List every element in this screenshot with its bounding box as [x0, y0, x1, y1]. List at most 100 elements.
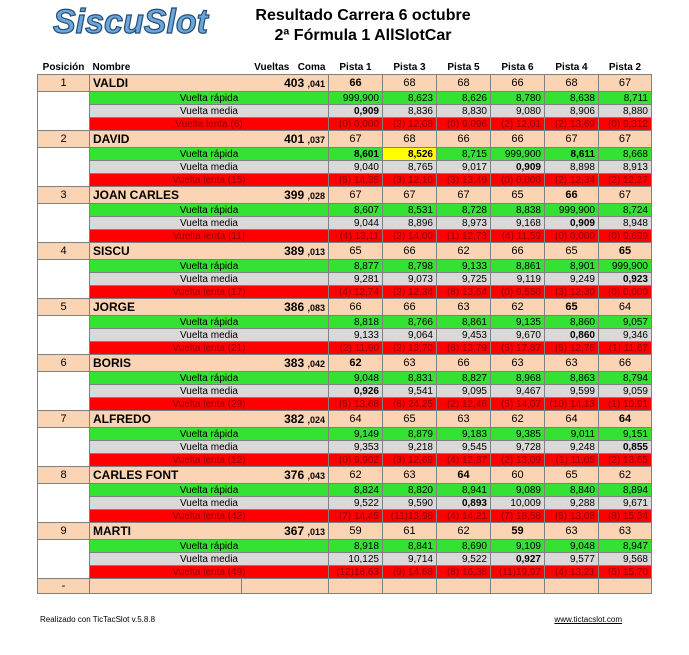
fast-lap-row: Vuelta rápida 8,607 8,531 8,728 8,838 999,900… [37, 203, 652, 217]
track-laps-cell: 63 [382, 466, 437, 484]
track-laps-cell: 62 [436, 522, 491, 540]
slow-lap-value: (2) 13,65 [598, 453, 652, 467]
average-lap-label: Vuelta media [89, 216, 329, 230]
siscuslot-logo: SiscuSlot [52, 2, 210, 38]
average-lap-value: 9,218 [382, 440, 437, 454]
average-lap-row: Vuelta media 9,044 8,896 8,973 9,168 0,909 8,9… [37, 216, 652, 230]
driver-row: 3 JOAN CARLES 399 ,028 67 67 67 65 66 67 [37, 186, 652, 204]
average-lap-row: Vuelta media 9,353 9,218 9,545 9,728 9,248 0,8… [37, 440, 652, 454]
average-lap-value: 9,040 [328, 160, 383, 174]
driver-row: 7 ALFREDO 382 ,024 64 65 63 62 64 64 [37, 410, 652, 428]
footer-website-link[interactable]: www.tictacslot.com [554, 615, 622, 624]
fast-lap-row: Vuelta rápida 9,149 8,879 9,183 9,385 9,011 9,… [37, 427, 652, 441]
track-laps-cell: 66 [436, 130, 491, 148]
coma-value: ,083 [307, 303, 325, 313]
average-lap-value: 9,725 [436, 272, 491, 286]
blank-cell [37, 285, 90, 299]
slow-lap-count: (42) [227, 510, 246, 522]
blank-cell [37, 160, 90, 174]
slow-lap-label: Vuelta lenta [172, 174, 225, 186]
slow-lap-value: (3) 12,10 [382, 173, 437, 187]
track-laps-cell: 64 [598, 298, 652, 316]
header-track: Pista 5 [447, 61, 480, 73]
position-cell: 6 [37, 354, 90, 372]
laps-value: 386 [284, 300, 305, 314]
fast-lap-value: 8,841 [382, 539, 437, 553]
fast-lap-value: 8,728 [436, 203, 491, 217]
slow-lap-value: (4) 11,59 [490, 229, 545, 243]
average-lap-row: Vuelta media 0,926 9,541 9,095 9,467 9,599 9,0… [37, 384, 652, 398]
track-laps-cell: 67 [544, 130, 599, 148]
average-lap-value: 9,453 [436, 328, 491, 342]
empty-cell [382, 578, 437, 594]
track-laps-cell: 62 [490, 410, 545, 428]
header-coma: Coma [297, 61, 326, 73]
coma-value: ,013 [307, 247, 325, 257]
coma-value: ,037 [307, 135, 325, 145]
header-track: Pista 2 [608, 61, 642, 73]
slow-lap-label: Vuelta lenta [172, 230, 226, 242]
track-laps-cell: 62 [490, 298, 545, 316]
fast-lap-value: 9,089 [490, 483, 545, 497]
slow-lap-count: (6) [230, 118, 243, 130]
slow-lap-label-cell: Vuelta lenta (29) [89, 397, 329, 411]
average-lap-value: 9,095 [436, 384, 491, 398]
fast-lap-value: 8,894 [598, 483, 652, 497]
slow-lap-label: Vuelta lenta [172, 454, 225, 466]
slow-lap-value: (2) 12,46 [436, 397, 491, 411]
slow-lap-row: Vuelta lenta (15) (5) 14,35 (3) 12,10 (3) 1… [37, 173, 652, 187]
slow-lap-row: Vuelta lenta (11) (4) 13,11 (2) 14,00 (1) 1… [37, 229, 652, 243]
track-laps-cell: 64 [598, 410, 652, 428]
slow-lap-value: (1) 11,67 [598, 341, 652, 355]
blank-cell [37, 397, 90, 411]
position-cell: 8 [37, 466, 90, 484]
fast-lap-row: Vuelta rápida 9,048 8,831 8,827 8,968 8,863 8,… [37, 371, 652, 385]
coma-value: ,013 [307, 527, 325, 537]
slow-lap-value: (5) 15,70 [598, 565, 652, 579]
laps-cell: 376 ,043 [241, 466, 329, 484]
slow-lap-value: (0) 9,550 [490, 285, 545, 299]
blank-cell [37, 216, 90, 230]
slow-lap-value: (7) 14,45 [328, 509, 383, 523]
slow-lap-value: (0) 0,000 [328, 117, 383, 131]
fast-lap-value: 8,668 [598, 147, 652, 161]
track-laps-cell: 62 [328, 354, 383, 372]
slow-lap-value: (1) 10,91 [598, 397, 652, 411]
fast-lap-label: Vuelta rápida [89, 427, 329, 441]
blank-cell [37, 496, 90, 510]
slow-lap-value: (0) 9,312 [598, 117, 652, 131]
track-laps-cell: 66 [490, 130, 545, 148]
coma-value: ,043 [307, 471, 325, 481]
average-lap-value: 9,133 [328, 328, 383, 342]
race-title: Resultado Carrera 6 octubre [255, 7, 471, 24]
blank-cell [37, 229, 90, 243]
average-lap-value: 0,927 [490, 552, 545, 566]
fast-lap-row: Vuelta rápida 8,918 8,841 8,690 9,109 9,048 8,… [37, 539, 652, 553]
average-lap-value: 9,249 [544, 272, 599, 286]
driver-row: 1 VALDI 403 ,041 66 68 68 66 68 67 [37, 74, 652, 92]
average-lap-value: 9,288 [544, 496, 599, 510]
empty-cell [490, 578, 545, 594]
average-lap-value: 9,568 [598, 552, 652, 566]
track-laps-cell: 63 [544, 522, 599, 540]
slow-lap-count: (17) [227, 286, 246, 298]
driver-row: 9 MARTI 367 ,013 59 61 62 59 63 63 [37, 522, 652, 540]
average-lap-label: Vuelta media [89, 440, 329, 454]
average-lap-value: 9,044 [328, 216, 383, 230]
track-laps-cell: 64 [544, 410, 599, 428]
slow-lap-label: Vuelta lenta [172, 566, 225, 578]
fast-lap-label: Vuelta rápida [89, 203, 329, 217]
fast-lap-value: 8,861 [490, 259, 545, 273]
slow-lap-label-cell: Vuelta lenta (49) [89, 565, 329, 579]
average-lap-value: 0,860 [544, 328, 599, 342]
fast-lap-value: 8,638 [544, 91, 599, 105]
blank-cell [37, 440, 90, 454]
average-lap-value: 0,909 [544, 216, 599, 230]
track-laps-cell: 67 [328, 130, 383, 148]
track-laps-cell: 65 [382, 410, 437, 428]
slow-lap-value: (4) 14,21 [436, 509, 491, 523]
track-laps-cell: 63 [436, 298, 491, 316]
fast-lap-value: 8,780 [490, 91, 545, 105]
slow-lap-value: (4) 12,74 [328, 285, 383, 299]
footer-credit: Realizado con TicTacSlot v.5.8.8 [40, 615, 156, 624]
